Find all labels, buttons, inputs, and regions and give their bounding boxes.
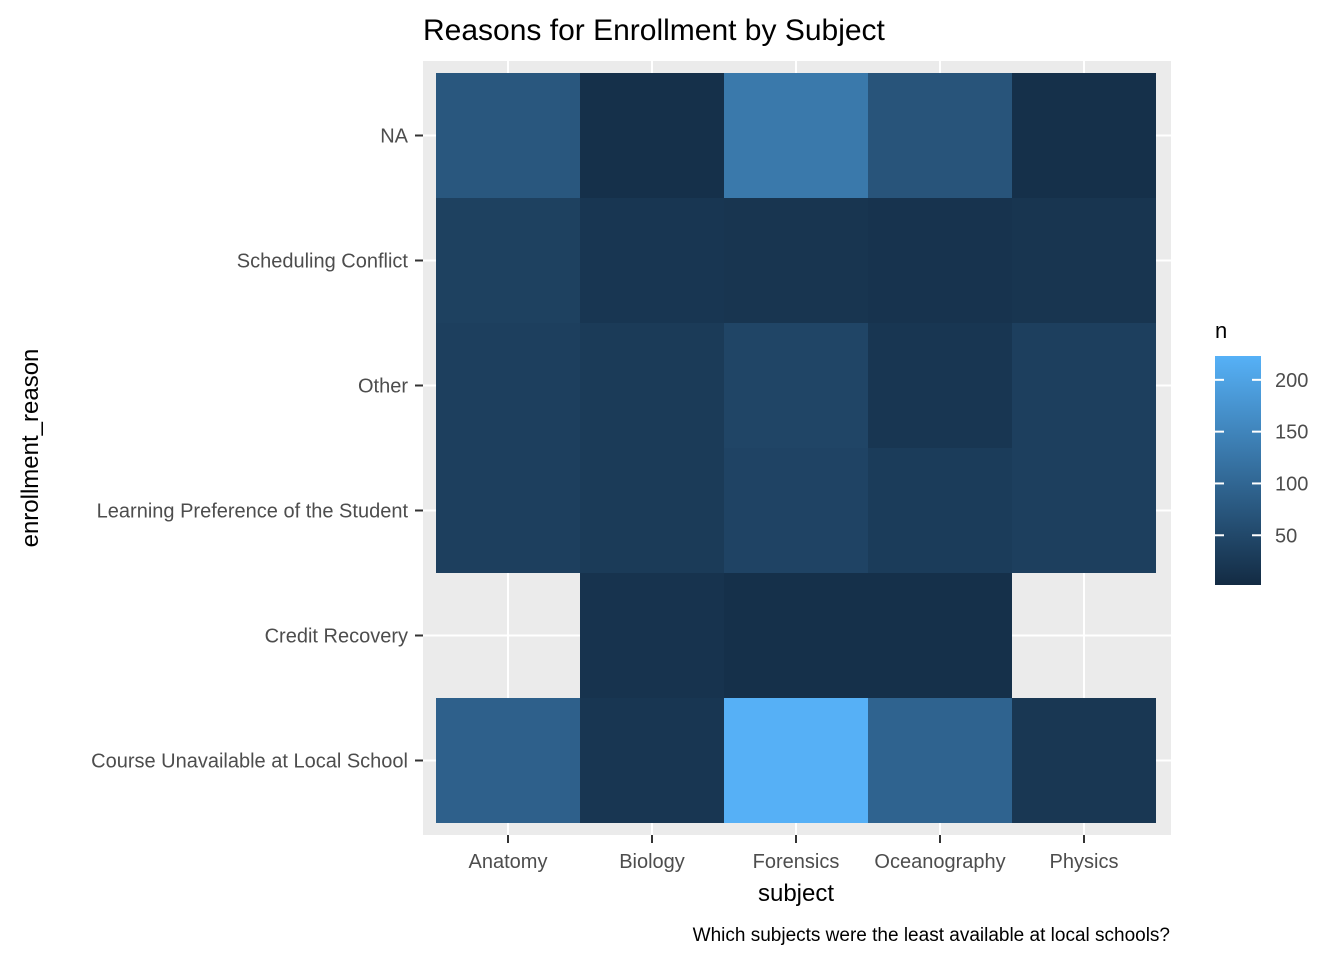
legend-tick-label: 150 [1275,422,1308,444]
tile-forensics-other [724,323,868,448]
tile-physics-learning-preference-of-the-student [1012,448,1156,573]
tile-forensics-scheduling-conflict [724,198,868,323]
tile-anatomy-scheduling-conflict [436,198,580,323]
tile-biology-learning-preference-of-the-student [580,448,724,573]
legend-title: n [1215,318,1227,343]
tile-oceanography-na [868,73,1012,198]
tile-forensics-learning-preference-of-the-student [724,448,868,573]
y-tick-label: NA [380,126,408,148]
tile-physics-course-unavailable-at-local-school [1012,698,1156,823]
tile-biology-na [580,73,724,198]
tile-anatomy-na [436,73,580,198]
legend-tick-label: 50 [1275,525,1297,547]
legend-tick-label: 100 [1275,473,1308,495]
tile-oceanography-learning-preference-of-the-student [868,448,1012,573]
legend-tick-label: 200 [1275,370,1308,392]
tile-anatomy-learning-preference-of-the-student [436,448,580,573]
x-axis: Anatomy Biology Forensics Oceanography Physi… [469,835,1119,873]
tile-oceanography-scheduling-conflict [868,198,1012,323]
chart-title: Reasons for Enrollment by Subject [423,14,886,47]
chart-caption: Which subjects were the least available … [693,925,1170,946]
tile-forensics-credit-recovery [724,573,868,698]
y-axis: Course Unavailable at Local School Credit… [91,126,423,773]
x-tick-label: Biology [619,851,685,873]
tile-forensics-course-unavailable-at-local-school [724,698,868,823]
x-tick-label: Physics [1050,851,1119,873]
y-tick-label: Other [358,376,408,398]
heatmap-tiles [436,73,1156,823]
y-tick-label: Course Unavailable at Local School [91,751,408,773]
y-axis-title: enrollment_reason [17,349,44,548]
tile-anatomy-course-unavailable-at-local-school [436,698,580,823]
color-legend: n 50 100 150 200 [1215,318,1308,585]
x-tick-label: Forensics [753,851,840,873]
y-tick-label: Scheduling Conflict [237,251,409,273]
x-tick-label: Oceanography [874,851,1005,873]
tile-biology-other [580,323,724,448]
tile-oceanography-course-unavailable-at-local-school [868,698,1012,823]
tile-biology-scheduling-conflict [580,198,724,323]
tile-biology-course-unavailable-at-local-school [580,698,724,823]
x-tick-label: Anatomy [469,851,548,873]
tile-physics-na [1012,73,1156,198]
tile-anatomy-other [436,323,580,448]
y-tick-label: Credit Recovery [265,626,408,648]
x-axis-title: subject [758,880,834,907]
tile-forensics-na [724,73,868,198]
tile-physics-other [1012,323,1156,448]
tile-biology-credit-recovery [580,573,724,698]
tile-physics-scheduling-conflict [1012,198,1156,323]
tile-oceanography-credit-recovery [868,573,1012,698]
y-tick-label: Learning Preference of the Student [97,501,409,523]
tile-oceanography-other [868,323,1012,448]
legend-colorbar [1215,356,1261,585]
legend-ticks: 50 100 150 200 [1215,370,1308,547]
